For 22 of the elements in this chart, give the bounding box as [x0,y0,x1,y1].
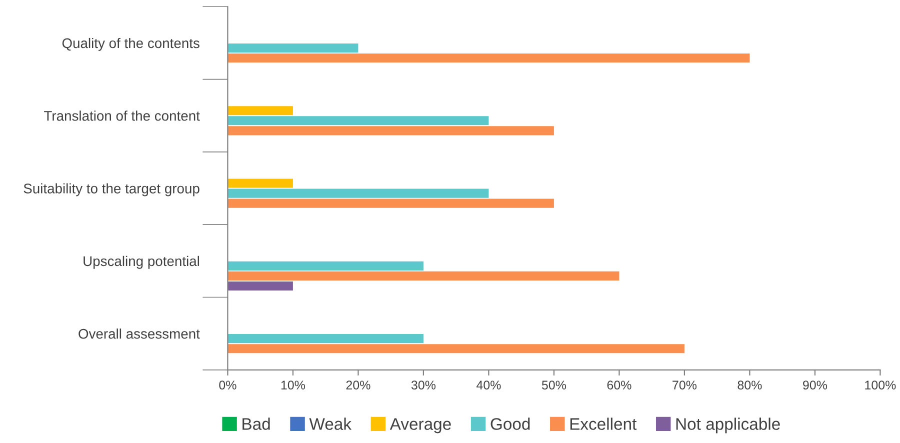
legend-label: Excellent [570,418,637,430]
x-tick-label: 100% [865,380,896,390]
x-tick-label: 20% [346,380,370,390]
legend-label: Good [490,418,530,430]
legend-label: Weak [309,418,352,430]
y-tick-label: Quality of the contents [62,38,200,51]
x-tick-label: 10% [281,380,306,390]
x-tick-label: 70% [672,380,697,390]
x-tick-label: 30% [411,380,436,390]
legend-label: Average [390,418,451,434]
x-tick-label: 50% [542,380,566,390]
x-tick-label: 0% [219,380,236,390]
y-tick-label: Translation of the content [44,110,200,121]
x-tick-label: 80% [738,380,762,390]
y-tick-label: Overall assessment [78,328,200,339]
x-tick-label: 40% [476,380,501,390]
legend-label: Not applicable [676,418,780,434]
y-tick-label: Upscaling potential [84,256,199,269]
legend-label: Bad [242,418,270,430]
x-tick-label: 60% [607,380,632,390]
x-tick-label: 90% [803,380,828,390]
y-tick-label: Suitability to the target group [24,183,200,196]
